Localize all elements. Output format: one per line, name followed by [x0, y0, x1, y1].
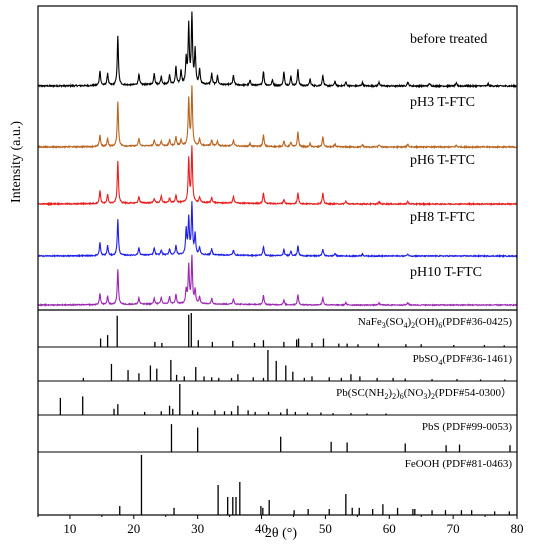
xrd-line-3 [37, 145, 518, 207]
series-label-1: before treated [410, 32, 487, 47]
plot-frame [37, 5, 518, 516]
plot-frame-layer [37, 5, 518, 516]
x-tick-label-70: 70 [447, 521, 460, 536]
series-label-4: pH8 T-FTC [410, 210, 475, 225]
xrd-line-1 [37, 11, 518, 89]
ref-label-3: Pb(SC(NH2)2)6(NO3)2(PDF#54-0300） [336, 386, 512, 401]
xrd-patterns-layer: before treated pH3 T-FTC pH6 T-FTC pH8 T-FT… [37, 11, 518, 307]
series-label-3: pH6 T-FTC [410, 153, 475, 168]
xrd-line-5 [37, 254, 518, 307]
ref-label-5: FeOOH (PDF#81-0463) [405, 458, 513, 470]
x-tick-label-60: 60 [383, 521, 396, 536]
ref-label-backdrop-5 [402, 457, 515, 471]
x-axis-title: 2θ (°) [265, 526, 297, 541]
ref-label-backdrop-2 [410, 352, 515, 368]
series-label-2: pH3 T-FTC [410, 95, 475, 110]
y-axis-title: Intensity (a.u.) [9, 121, 24, 203]
x-tick-label-10: 10 [63, 521, 76, 536]
series-label-5: pH10 T-FTC [410, 265, 482, 280]
x-tick-label-30: 30 [191, 521, 204, 536]
xrd-line-2 [37, 85, 518, 150]
ref-label-2: PbSO4(PDF#36-1461) [413, 353, 513, 367]
x-tick-label-80: 80 [511, 521, 524, 536]
x-tick-label-20: 20 [127, 521, 140, 536]
ref-label-backdrop-1 [355, 315, 515, 331]
xrd-line-4 [37, 201, 518, 259]
ref-label-backdrop-3 [334, 385, 514, 402]
x-tick-label-40: 40 [255, 521, 268, 536]
ref-label-4: PbS (PDF#99-0053) [422, 421, 512, 433]
x-axis-layer: 10 20 30 40 50 60 70 80 [37, 515, 524, 536]
reference-cards-layer: NaFe3(SO4)2(OH)6(PDF#36-0425) PbSO4(PDF#3… [38, 313, 517, 515]
ref-label-backdrop-4 [419, 420, 515, 434]
ref-label-1: NaFe3(SO4)2(OH)6(PDF#36-0425) [358, 316, 512, 330]
x-tick-label-50: 50 [319, 521, 332, 536]
